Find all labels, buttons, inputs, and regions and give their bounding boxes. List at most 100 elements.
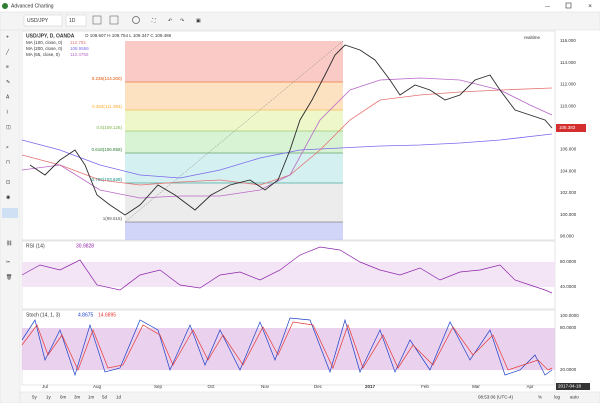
- stoch-d-value: 14.6895: [98, 312, 116, 318]
- undo-button[interactable]: ↶: [168, 18, 172, 24]
- pattern-tool[interactable]: ⌇: [6, 109, 8, 115]
- stoch-d: [21, 321, 553, 371]
- time-axis: Jul Aug Sep Oct Nov Dec 2017 Feb Mar Apr: [42, 384, 534, 389]
- stoch-k-value: 4.8675: [78, 312, 94, 318]
- range-button[interactable]: 5y: [32, 395, 38, 400]
- visibility-tool[interactable]: ◉: [6, 194, 11, 200]
- brush-tool[interactable]: ✎: [6, 79, 10, 85]
- indicator-value: 112.782: [70, 40, 86, 45]
- price-label: 104.000: [560, 168, 577, 173]
- interval[interactable]: 1D: [69, 18, 76, 24]
- last-price: 108.383: [559, 125, 576, 130]
- cut-tool[interactable]: ✂: [6, 259, 10, 265]
- selected-tool[interactable]: [2, 208, 18, 218]
- price-label: 110.000: [560, 103, 576, 108]
- stoch-axis: 100.0000 80.0000 20.0000: [560, 313, 579, 372]
- fib-label: 0.618(106.858): [91, 147, 122, 152]
- fib-tool[interactable]: ≡: [6, 64, 9, 70]
- rsi-value: 30.9828: [76, 243, 94, 249]
- scale-option[interactable]: log: [554, 395, 561, 400]
- fib-band: [125, 110, 343, 131]
- interval-select[interactable]: [65, 14, 87, 27]
- indicator-value: 112.4750: [70, 52, 89, 57]
- range-button[interactable]: 6m: [60, 395, 67, 400]
- lock-tool[interactable]: ⊡: [6, 179, 10, 185]
- minimize[interactable]: —: [545, 3, 550, 9]
- clock: 08:53:06 (UTC-4): [478, 395, 514, 400]
- trendline-tool[interactable]: ╱: [5, 48, 10, 55]
- snapshot-button[interactable]: ▣: [196, 18, 201, 24]
- bottom-bar: [19, 391, 600, 403]
- fib-band: [125, 41, 343, 82]
- range-button[interactable]: 1d: [116, 395, 122, 400]
- indicator-name: MA (55, close, 0): [26, 52, 60, 57]
- fib-band: [125, 183, 343, 222]
- symbol[interactable]: USD/JPY: [27, 18, 49, 24]
- fib-band: [125, 153, 343, 183]
- settings-button[interactable]: [132, 16, 140, 24]
- price-label: 106.000: [560, 147, 577, 152]
- time-label: 2017: [365, 384, 376, 389]
- rsi-axis: 80.0000 40.0000: [560, 259, 577, 289]
- price-label: 116.000: [560, 38, 576, 43]
- drawing-tools: + ╱ ≡ ✎ A ⌇ ◫ ⌕ ⊓ ⊡ ◉ ⛓ ✂ 🗑: [2, 34, 18, 280]
- price-label: 114.000: [560, 60, 576, 65]
- window-title: Advanced Charting: [11, 3, 54, 9]
- rsi-axis-label: 80.0000: [560, 259, 577, 264]
- price-label: 102.000: [560, 190, 577, 195]
- time-label: Nov: [261, 384, 270, 389]
- crosshair-tool[interactable]: +: [6, 34, 9, 40]
- time-label: Dec: [314, 384, 323, 389]
- legend-ohlc: O 109.607 H 109.754 L 109.347 C 109.486: [85, 33, 172, 38]
- text-tool[interactable]: A: [6, 94, 10, 100]
- fib-retracement: [125, 41, 343, 240]
- redo-button[interactable]: ↷: [180, 18, 185, 24]
- time-label: Jul: [42, 384, 48, 389]
- indicators-button[interactable]: [109, 15, 119, 25]
- scale-option[interactable]: %: [538, 395, 542, 400]
- range-button[interactable]: 1m: [88, 395, 95, 400]
- maximize[interactable]: [565, 2, 572, 9]
- fib-trend: [124, 40, 344, 223]
- stoch-axis-label: 20.0000: [560, 367, 577, 372]
- rsi-name: RSI (14): [26, 243, 45, 249]
- range-button[interactable]: 1y: [46, 395, 52, 400]
- time-label: Mar: [472, 384, 480, 389]
- measure-tool[interactable]: ◫: [6, 124, 11, 130]
- title-bar: [0, 0, 600, 12]
- zoom-tool[interactable]: ⌕: [6, 144, 9, 150]
- price-axis: 116.000114.000112.000110.000108.000106.0…: [560, 38, 577, 238]
- app-icon: [2, 3, 8, 9]
- fib-labels: 0.236(114.200) 0.382(111.394) 0.5(109.126)…: [91, 76, 343, 223]
- fib-band: [125, 82, 343, 110]
- price-label: 98.000: [560, 233, 574, 238]
- fib-band: [125, 222, 343, 240]
- delete-tool[interactable]: 🗑: [6, 273, 12, 280]
- date-tag-box: [556, 383, 590, 390]
- chart-type-button[interactable]: [92, 15, 102, 25]
- magnet-tool[interactable]: ⊓: [6, 159, 10, 165]
- fib-label: 0.382(111.394): [92, 104, 122, 109]
- time-label: Apr: [526, 384, 534, 389]
- price-line: [29, 44, 553, 216]
- time-label: Aug: [93, 384, 102, 389]
- time-label: Feb: [421, 384, 429, 389]
- legend-indicators: MA (100, close, 0) 112.782 MA (200, close,…: [26, 40, 89, 57]
- fib-label: 1(99.515): [103, 216, 123, 221]
- last-price-tag: [556, 124, 586, 132]
- fib-label: 0.5(109.126): [96, 125, 122, 130]
- scale-option[interactable]: auto: [570, 395, 579, 400]
- ma-55: [21, 77, 553, 199]
- fib-label: 0.236(114.200): [92, 76, 123, 81]
- range-button[interactable]: 3m: [74, 395, 81, 400]
- range-button[interactable]: 5d: [102, 395, 108, 400]
- stoch-name: Stoch (14, 1, 3): [26, 312, 61, 318]
- indicator-value: 108.5556: [70, 46, 89, 51]
- stoch-axis-label: 100.0000: [560, 313, 579, 318]
- bottom-controls: 5y 1y 6m 3m 1m 5d 1d% log auto: [32, 395, 579, 400]
- link-tool[interactable]: ⛓: [6, 239, 12, 246]
- close[interactable]: ✕: [588, 3, 592, 9]
- fullscreen-button[interactable]: ⛶: [152, 18, 156, 24]
- symbol-input[interactable]: [23, 14, 63, 27]
